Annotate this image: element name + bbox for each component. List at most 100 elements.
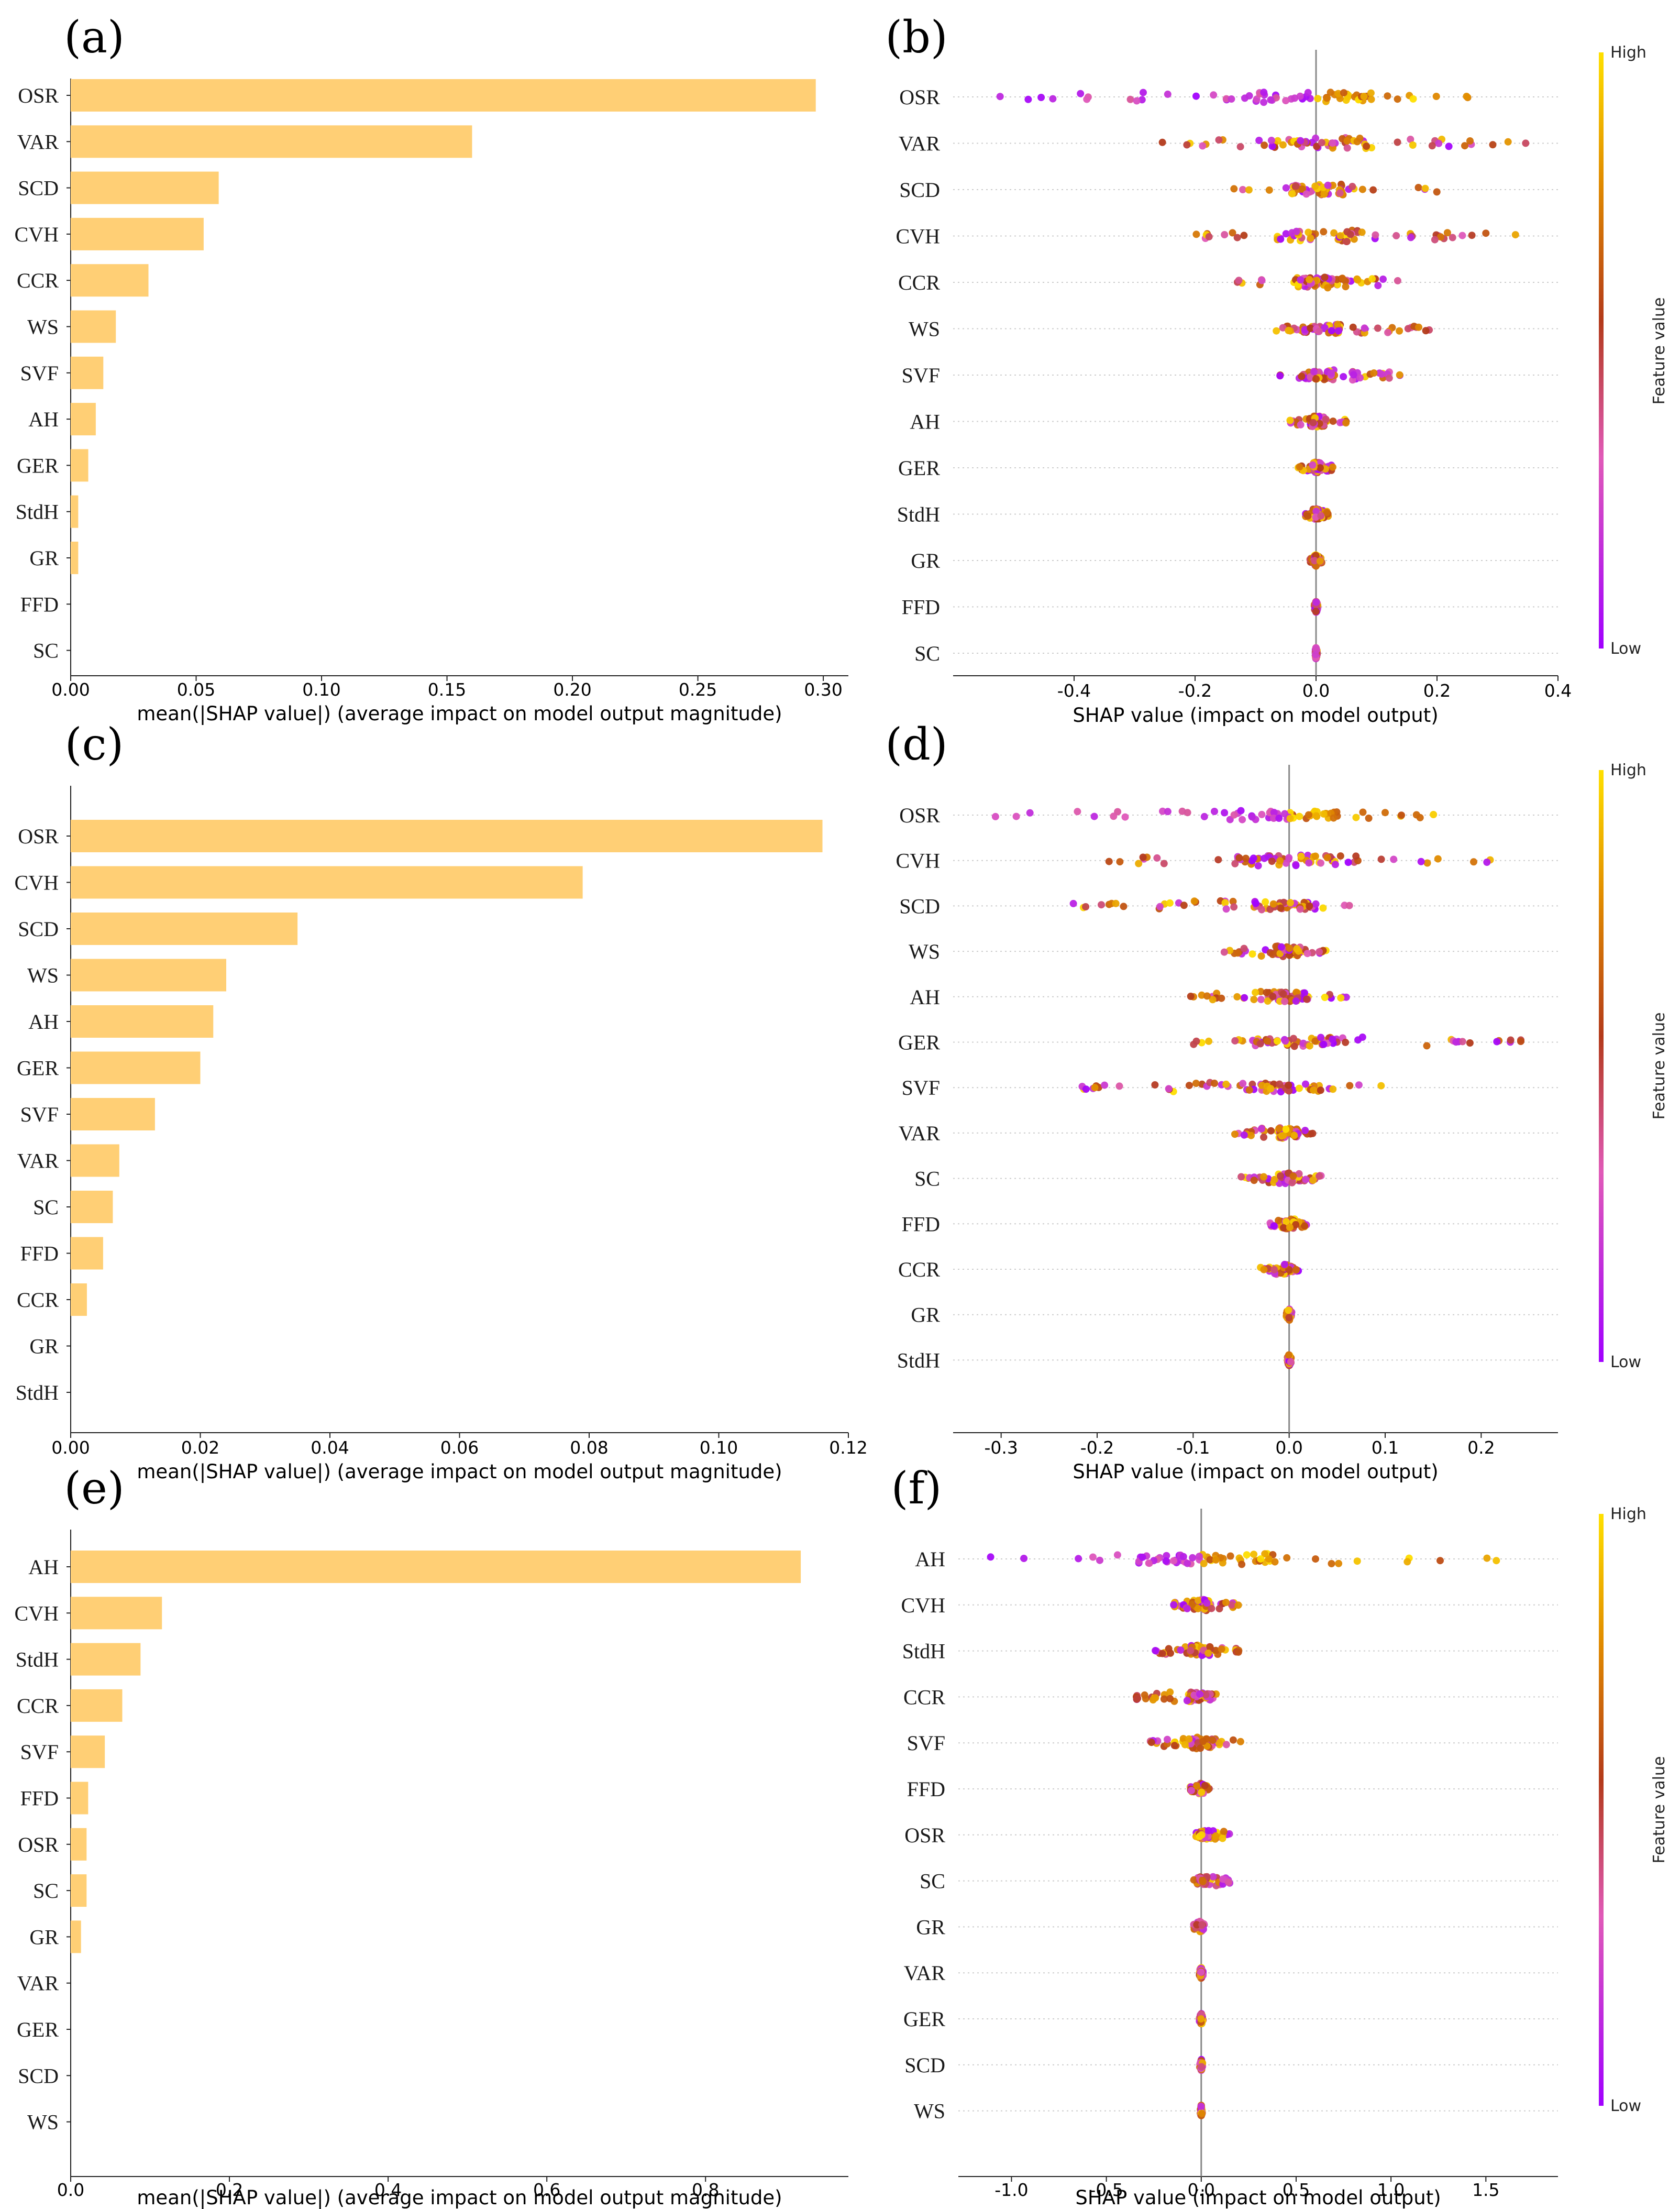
category-label: CVH <box>15 223 59 246</box>
dots-scd <box>1069 897 1353 914</box>
shap-point <box>1012 812 1020 820</box>
x-tick-label: 0.0 <box>1188 2180 1215 2200</box>
shap-point <box>1196 1690 1204 1698</box>
shap-point <box>1434 855 1442 863</box>
shap-point <box>1301 326 1309 334</box>
shap-point <box>1310 368 1318 376</box>
shap-point <box>1211 1080 1218 1087</box>
shap-point <box>1112 899 1120 907</box>
shap-point <box>1328 327 1335 335</box>
shap-point <box>1431 236 1439 244</box>
bar-ws <box>71 310 116 343</box>
shap-point <box>1198 1788 1206 1796</box>
shap-point <box>1020 1555 1028 1562</box>
shap-point <box>1309 461 1317 469</box>
shap-point <box>1220 948 1228 956</box>
shap-point <box>1222 1080 1230 1088</box>
shap-point <box>1096 1556 1103 1564</box>
category-label: CVH <box>896 225 940 248</box>
bar-ccr <box>71 1283 87 1316</box>
shap-point <box>1336 189 1344 197</box>
dots-var <box>1158 134 1530 152</box>
x-tick-label: 0.6 <box>533 2180 560 2200</box>
shap-point <box>1260 1173 1268 1181</box>
category-label: VAR <box>17 1972 59 1995</box>
category-label: VAR <box>17 130 59 153</box>
shap-point <box>1374 324 1381 332</box>
shap-point <box>1422 327 1430 335</box>
shap-point <box>1160 1695 1168 1703</box>
shap-point <box>1390 855 1398 863</box>
shap-point <box>1312 375 1320 383</box>
bar-gr <box>71 542 79 574</box>
bar-sc <box>71 1191 113 1223</box>
shap-point <box>1289 1172 1297 1180</box>
bar-sc <box>71 1874 87 1907</box>
category-label: SCD <box>904 2053 945 2077</box>
shap-point <box>1329 1036 1336 1043</box>
shap-point <box>1323 94 1331 102</box>
shap-point <box>1269 993 1277 1001</box>
category-label: GER <box>898 456 940 480</box>
shap-point <box>1363 142 1370 150</box>
shap-point <box>1222 1599 1230 1607</box>
shap-point <box>1360 93 1368 100</box>
shap-point <box>1305 228 1312 236</box>
shap-point <box>1432 93 1440 100</box>
shap-point <box>1336 232 1344 240</box>
x-tick-label: 0.4 <box>374 2180 402 2200</box>
bar-ah <box>71 403 96 436</box>
shap-point <box>1184 1604 1191 1612</box>
shap-point <box>1231 860 1239 867</box>
shap-point <box>1421 184 1429 192</box>
shap-point <box>1164 1735 1171 1743</box>
shap-point <box>1269 900 1277 908</box>
shap-point <box>1282 184 1290 192</box>
category-label: SC <box>914 1167 940 1191</box>
category-label: OSR <box>18 84 59 107</box>
shap-point <box>1206 1643 1214 1651</box>
shap-point <box>1323 854 1331 862</box>
shap-point <box>1302 190 1310 198</box>
category-label: SC <box>914 642 940 665</box>
shap-point <box>1353 1557 1361 1565</box>
category-label: SC <box>920 1870 945 1893</box>
shap-point <box>1384 92 1391 100</box>
category-label: CVH <box>901 1593 945 1617</box>
shap-point <box>1517 1038 1524 1045</box>
shap-point <box>1257 996 1265 1004</box>
dots-ws <box>1220 942 1330 960</box>
shap-point <box>1394 138 1401 146</box>
category-label: GR <box>911 549 940 573</box>
shap-point <box>1141 1691 1148 1699</box>
category-label: AH <box>28 408 59 431</box>
shap-point <box>1166 899 1174 907</box>
shap-point <box>1343 137 1351 145</box>
colorbar-high-label: High <box>1610 1505 1646 1523</box>
shap-point <box>1282 1125 1290 1133</box>
shap-point <box>1310 1086 1318 1094</box>
shap-point <box>1190 1876 1198 1884</box>
shap-point <box>1276 857 1284 865</box>
category-label: OSR <box>18 825 59 848</box>
shap-point <box>1309 1129 1317 1137</box>
shap-point <box>1247 1131 1255 1139</box>
category-label: GER <box>17 454 59 477</box>
shap-point <box>1303 995 1311 1003</box>
shap-point <box>1345 902 1353 909</box>
shap-point <box>1267 137 1275 144</box>
shap-point <box>1346 230 1354 238</box>
shap-point <box>1221 899 1229 907</box>
shap-point <box>1307 234 1314 242</box>
shap-point <box>1260 1133 1268 1141</box>
shap-point <box>1312 1555 1319 1563</box>
shap-point <box>1365 815 1373 822</box>
category-label: AH <box>28 1555 59 1579</box>
category-label: CVH <box>15 1601 59 1625</box>
shap-point <box>1304 89 1312 96</box>
shap-point <box>1197 2103 1205 2111</box>
shap-point <box>1358 228 1366 236</box>
shap-point <box>1306 276 1313 283</box>
shap-point <box>1280 1260 1288 1268</box>
shap-point <box>1295 1084 1303 1092</box>
